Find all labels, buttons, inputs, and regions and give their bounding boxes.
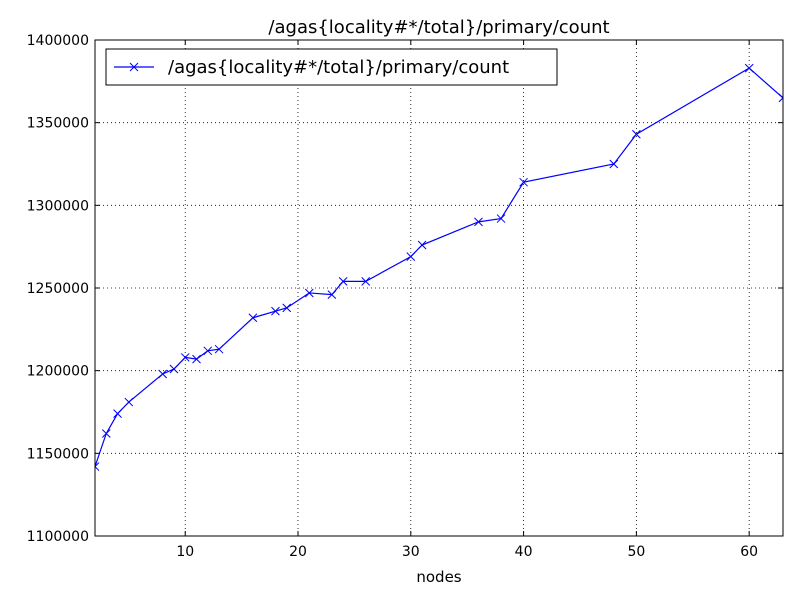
- data-point-marker: [417, 240, 427, 250]
- x-tick-label: 10: [176, 544, 194, 560]
- y-tick-label: 1100000: [27, 529, 89, 545]
- grid-lines: [95, 40, 783, 536]
- y-tick-label: 1250000: [27, 281, 89, 297]
- data-point-marker: [203, 346, 213, 356]
- data-point-marker: [95, 462, 100, 471]
- x-axis-label: nodes: [416, 568, 461, 586]
- data-point-marker: [496, 214, 506, 223]
- data-point-marker: [304, 288, 314, 298]
- data-point-marker: [124, 397, 134, 407]
- legend-marker: [129, 62, 139, 72]
- x-tick-label: 50: [627, 544, 645, 560]
- data-point-marker: [271, 306, 280, 316]
- y-tick-label: 1300000: [27, 198, 89, 214]
- data-point-marker: [406, 252, 416, 261]
- data-point-marker: [248, 313, 258, 323]
- series-0: [95, 63, 783, 471]
- data-point-marker: [327, 290, 337, 299]
- data-point-marker: [158, 369, 168, 379]
- data-point-marker: [180, 353, 190, 362]
- axis-ticks: [95, 39, 783, 537]
- data-point-marker: [338, 277, 348, 286]
- legend-entry-label: /agas{locality#*/total}/primary/count: [168, 57, 509, 78]
- data-point-marker: [214, 344, 224, 354]
- x-tick-label: 40: [515, 544, 533, 560]
- x-tick-label: 30: [402, 544, 420, 560]
- data-point-marker: [609, 159, 619, 169]
- x-tick-label: 20: [289, 544, 307, 560]
- chart-title: /agas{locality#*/total}/primary/count: [268, 17, 609, 38]
- series-line: [95, 67, 783, 467]
- y-tick-label: 1400000: [27, 33, 89, 49]
- data-point-marker: [192, 354, 201, 364]
- series-layer: [95, 63, 783, 471]
- legend: /agas{locality#*/total}/primary/count: [105, 48, 558, 86]
- tick-labels: 10 20 30 40 50 60 1100000 1150000 1200000 1250000…: [27, 33, 758, 560]
- data-point-marker: [169, 364, 179, 374]
- data-point-marker: [474, 217, 483, 227]
- data-point-marker: [744, 63, 754, 73]
- data-point-marker: [113, 409, 122, 419]
- data-point-marker: [101, 429, 111, 438]
- data-point-marker: [282, 303, 292, 313]
- data-point-marker: [632, 129, 641, 139]
- y-tick-label: 1150000: [27, 446, 89, 462]
- legend-box: [105, 48, 558, 86]
- y-tick-label: 1350000: [27, 116, 89, 132]
- data-point-marker: [778, 93, 783, 103]
- data-point-marker: [361, 277, 371, 286]
- y-tick-label: 1200000: [27, 364, 89, 380]
- x-tick-label: 60: [740, 544, 758, 560]
- data-point-marker: [519, 177, 528, 187]
